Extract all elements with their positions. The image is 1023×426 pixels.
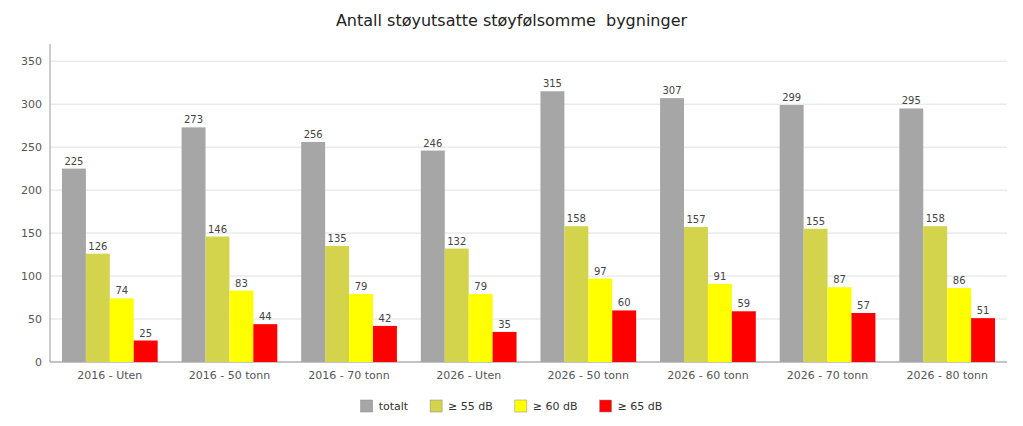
bar: [86, 254, 110, 362]
y-tick-label: 250: [21, 141, 42, 154]
bar: [660, 98, 684, 362]
x-axis: 2016 - Uten 2016 - 50 tonn 2016 - 70 tonn 2…: [77, 369, 988, 382]
bar: [206, 237, 230, 362]
bar: [923, 226, 947, 362]
y-tick-label: 200: [21, 184, 42, 197]
data-label: 315: [543, 78, 562, 89]
x-tick-label: 2026 - 60 tonn: [667, 369, 748, 382]
data-label: 51: [977, 305, 990, 316]
bar: [62, 169, 86, 362]
bar: [780, 105, 804, 362]
legend-swatch: [430, 400, 442, 412]
data-label: 295: [902, 95, 921, 106]
x-tick-label: 2026 - 50 tonn: [548, 369, 629, 382]
data-label: 256: [304, 129, 323, 140]
bar: [612, 310, 636, 362]
bar: [373, 326, 397, 362]
data-label: 158: [926, 213, 945, 224]
data-label: 146: [208, 224, 227, 235]
legend-swatch: [600, 400, 612, 412]
bar: [229, 291, 253, 362]
data-label: 87: [833, 274, 846, 285]
chart: Antall støyutsatte støyfølsomme bygninge…: [0, 0, 1023, 426]
bar: [182, 127, 206, 362]
data-labels: 225 273 256 246 315 307 299 295 126 146 135 132 158 1…: [64, 78, 989, 338]
data-label: 57: [857, 300, 870, 311]
legend-swatch: [361, 400, 373, 412]
legend-label: ≥ 65 dB: [618, 400, 663, 413]
data-label: 155: [806, 216, 825, 227]
y-tick-label: 100: [21, 270, 42, 283]
data-label: 91: [714, 271, 727, 282]
bar: [325, 246, 349, 362]
y-tick-label: 350: [21, 55, 42, 68]
y-tick-label: 50: [28, 313, 42, 326]
data-label: 135: [328, 233, 347, 244]
data-label: 157: [686, 214, 705, 225]
grid-line: [50, 104, 1007, 105]
bar: [947, 288, 971, 362]
data-label: 299: [782, 92, 801, 103]
grid-line: [50, 61, 1007, 62]
bar: [708, 284, 732, 362]
data-label: 25: [139, 328, 152, 339]
legend-label: ≥ 60 dB: [533, 400, 578, 413]
data-label: 132: [447, 236, 466, 247]
data-label: 97: [594, 266, 607, 277]
bar: [253, 324, 277, 362]
bar: [899, 108, 923, 362]
legend-label: ≥ 55 dB: [448, 400, 493, 413]
data-label: 158: [567, 213, 586, 224]
bar: [421, 151, 445, 362]
data-label: 126: [88, 241, 107, 252]
bar: [301, 142, 325, 362]
y-tick-label: 0: [35, 356, 42, 369]
bar: [349, 294, 373, 362]
y-tick-label: 300: [21, 98, 42, 111]
title: Antall støyutsatte støyfølsomme bygninge…: [336, 11, 688, 30]
data-label: 225: [64, 156, 83, 167]
data-label: 79: [355, 281, 368, 292]
data-label: 44: [259, 311, 272, 322]
data-label: 273: [184, 114, 203, 125]
x-tick-label: 2016 - 70 tonn: [308, 369, 389, 382]
data-label: 74: [115, 285, 128, 296]
x-tick-label: 2016 - 50 tonn: [189, 369, 270, 382]
bar: [588, 279, 612, 362]
y-tick-label: 150: [21, 227, 42, 240]
data-label: 79: [474, 281, 487, 292]
data-label: 86: [953, 275, 966, 286]
data-label: 246: [423, 138, 442, 149]
bar: [684, 227, 708, 362]
y-axis: 0 50 100 150 200 250 300 350: [21, 44, 1007, 369]
data-label: 60: [618, 297, 631, 308]
legend: totalt ≥ 55 dB ≥ 60 dB ≥ 65 dB: [361, 400, 663, 413]
bar: [469, 294, 493, 362]
data-label: 59: [737, 298, 750, 309]
bar: [804, 229, 828, 362]
data-label: 83: [235, 278, 248, 289]
bars: [62, 91, 995, 362]
bar: [445, 249, 469, 362]
bar: [851, 313, 875, 362]
data-label: 42: [379, 313, 392, 324]
bar: [540, 91, 564, 362]
bar: [828, 287, 852, 362]
bar: [971, 318, 995, 362]
bar: [564, 226, 588, 362]
legend-label: totalt: [379, 400, 409, 413]
x-tick-label: 2026 - Uten: [436, 369, 501, 382]
bar: [134, 341, 158, 362]
bar: [493, 332, 517, 362]
x-tick-label: 2026 - 80 tonn: [906, 369, 987, 382]
bar: [110, 298, 134, 362]
x-tick-label: 2016 - Uten: [77, 369, 142, 382]
bar: [732, 311, 756, 362]
data-label: 35: [498, 319, 511, 330]
y-axis-line: [50, 44, 51, 362]
x-tick-label: 2026 - 70 tonn: [787, 369, 868, 382]
data-label: 307: [663, 85, 682, 96]
legend-swatch: [515, 400, 527, 412]
